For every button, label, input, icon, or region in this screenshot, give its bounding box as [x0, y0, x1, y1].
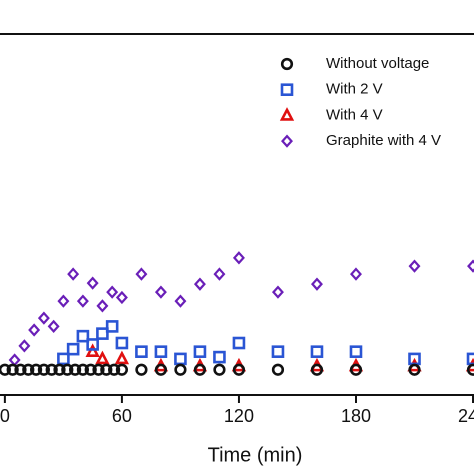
point — [154, 345, 168, 358]
point — [61, 363, 74, 376]
point — [115, 336, 129, 350]
point — [37, 311, 50, 325]
point — [45, 363, 58, 376]
point — [213, 363, 226, 376]
point — [115, 363, 129, 376]
point — [115, 290, 128, 305]
point — [22, 363, 35, 376]
point — [96, 327, 109, 340]
point — [14, 363, 27, 376]
legend-label: With 2 V — [326, 81, 383, 98]
x-tick-label: 180 — [341, 406, 371, 426]
point — [95, 350, 110, 365]
legend-label: Without voltage — [326, 55, 429, 72]
point — [18, 339, 31, 353]
point — [100, 363, 113, 376]
point — [86, 276, 99, 290]
point — [310, 277, 323, 291]
x-tick-label: 240 — [458, 406, 474, 426]
point — [47, 319, 60, 334]
point — [466, 363, 474, 376]
point — [193, 345, 207, 358]
point — [154, 285, 167, 299]
point — [271, 345, 285, 358]
point — [174, 352, 187, 366]
point — [86, 338, 99, 351]
point — [108, 363, 121, 376]
point — [350, 267, 362, 281]
x-tick-label: 60 — [112, 406, 132, 426]
point — [349, 345, 363, 358]
point — [68, 363, 82, 376]
point — [76, 294, 89, 308]
point — [57, 294, 70, 308]
legend-label: Graphite with 4 V — [326, 132, 441, 149]
point — [193, 363, 207, 376]
point — [213, 350, 226, 364]
point — [6, 363, 19, 376]
point — [66, 342, 80, 356]
point — [271, 285, 284, 299]
point — [349, 363, 363, 376]
point — [408, 259, 421, 273]
point — [0, 363, 11, 376]
x-tick-label: 0 — [0, 406, 10, 426]
point — [76, 329, 90, 343]
point — [135, 363, 148, 376]
point — [29, 363, 43, 376]
point — [174, 294, 187, 308]
point — [135, 345, 148, 358]
x-tick-label: 120 — [224, 406, 254, 426]
point — [232, 336, 246, 350]
legend-label: With 4 V — [326, 106, 383, 123]
legend-marker — [280, 57, 294, 71]
point — [76, 363, 90, 376]
point — [310, 363, 324, 376]
point — [232, 363, 246, 376]
point — [310, 345, 324, 358]
point — [96, 299, 109, 313]
x-axis-label: Time (min) — [208, 444, 303, 466]
point — [408, 363, 421, 376]
point — [232, 251, 245, 265]
point — [28, 323, 41, 337]
point — [85, 343, 100, 357]
legend-marker — [280, 83, 294, 96]
point — [105, 320, 119, 333]
point — [106, 285, 119, 299]
point — [8, 353, 21, 367]
point — [271, 363, 285, 376]
point — [213, 267, 226, 281]
point — [174, 363, 187, 376]
point — [193, 277, 206, 291]
point — [37, 363, 50, 376]
legend-marker — [281, 134, 293, 148]
point — [92, 363, 105, 376]
point — [135, 267, 148, 281]
point — [154, 363, 168, 376]
point — [114, 350, 130, 365]
point — [57, 352, 70, 366]
point — [84, 363, 97, 376]
point — [467, 259, 474, 273]
point — [53, 363, 66, 376]
point — [67, 267, 80, 281]
legend-marker — [279, 107, 295, 121]
